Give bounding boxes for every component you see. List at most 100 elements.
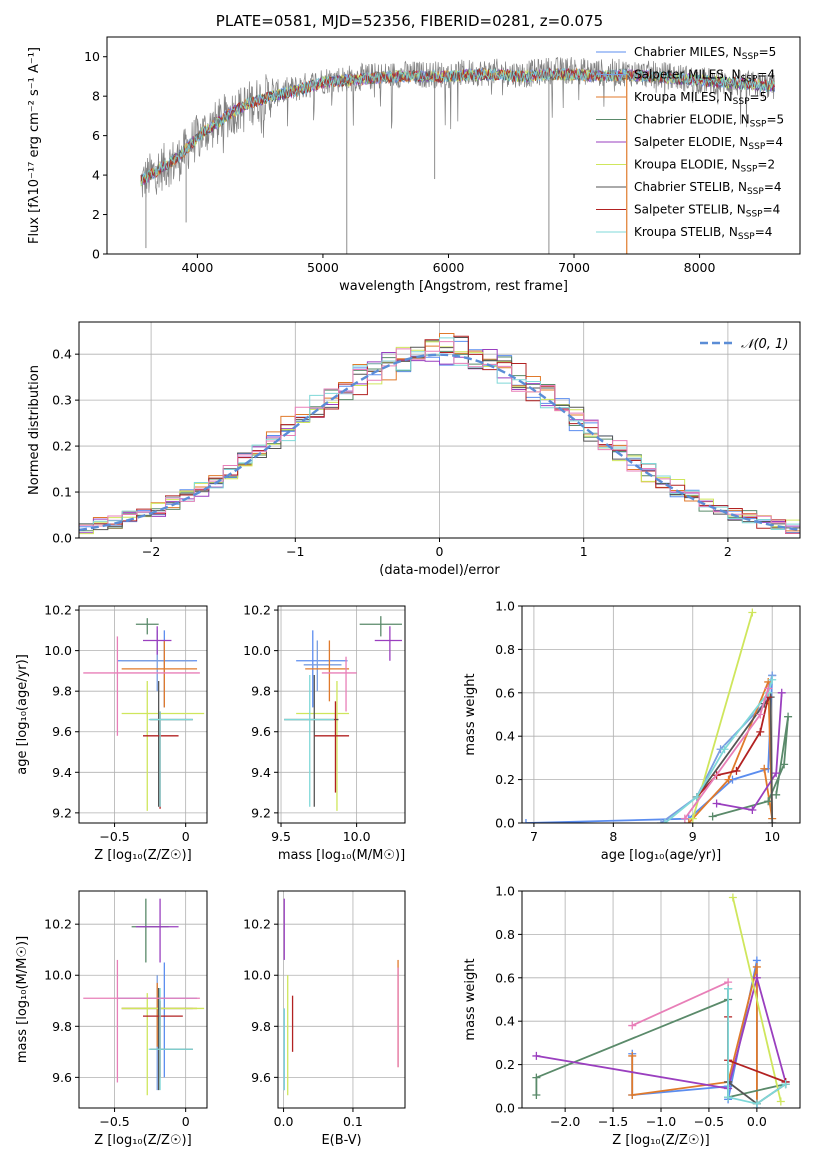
- legend-count: =5: [750, 90, 768, 104]
- y-tick-label: 4: [92, 168, 100, 183]
- x-tick-label: 9.5: [271, 829, 291, 844]
- x-tick-label: 0: [436, 544, 444, 559]
- weight-line-8: [631, 981, 729, 1027]
- x-axis-label: E(B-V): [321, 1133, 361, 1148]
- weight-line-7: [727, 988, 787, 1105]
- legend-entry: Salpeter MILES, NSSP=4: [634, 68, 775, 85]
- model-spectrum-5: [140, 68, 775, 187]
- y-tick-label: 9.6: [52, 1070, 72, 1085]
- x-axis-label: Z [log₁₀(Z/Z☉)]: [612, 1133, 709, 1148]
- weight-marker: [748, 805, 757, 814]
- legend-count: =5: [766, 113, 784, 127]
- x-tick-label: −0.5: [99, 1114, 129, 1129]
- x-tick-label: 1: [580, 544, 588, 559]
- y-tick-label: 0.6: [495, 970, 515, 985]
- age_vs_mass-axes: 9.5 10.0 9.2 9.4 9.6 9.8 10.0 10.2 mass [log₁₀(M…: [243, 603, 405, 863]
- legend-count: =4: [763, 203, 781, 217]
- legend-subscript: SSP: [746, 210, 763, 220]
- weight-marker: [660, 819, 669, 823]
- weight-marker: [724, 978, 733, 987]
- y-axis-label: mass [log₁₀(M/M☉)]: [15, 936, 30, 1063]
- legend-entry: Chabrier STELIB, NSSP=4: [634, 180, 782, 197]
- x-tick-label: 0: [182, 1114, 190, 1129]
- weight-marker: [772, 790, 781, 799]
- x-axis-label: wavelength [Angstrom, rest frame]: [339, 279, 568, 294]
- weight-marker: [532, 1090, 541, 1099]
- weight-marker: [712, 799, 721, 808]
- x-tick-label: −1.0: [646, 1114, 676, 1129]
- weight-marker: [756, 727, 765, 736]
- histogram-plot: [79, 332, 800, 535]
- weight-marker: [752, 1099, 761, 1108]
- x-axis-label: Z [log₁₀(Z/Z☉)]: [94, 1133, 191, 1148]
- y-tick-label: 0.0: [495, 816, 515, 831]
- weight-marker: [752, 962, 761, 971]
- weight-marker: [724, 775, 733, 784]
- weight-marker: [768, 675, 777, 684]
- y-tick-label: 9.2: [251, 805, 271, 820]
- mass_vs_Z-frame: [78, 890, 208, 1109]
- legend-subscript: SSP: [750, 120, 767, 130]
- y-axis-label: Flux [fλ10⁻¹⁷ erg cm⁻² s⁻¹ A⁻¹]: [27, 47, 42, 244]
- y-tick-label: 0.4: [495, 1014, 515, 1029]
- legend-subscript: SSP: [738, 232, 755, 242]
- y-axis-label: mass weight: [463, 958, 478, 1040]
- weight-marker: [768, 819, 777, 823]
- legend-count: =4: [765, 135, 783, 149]
- x-axis-label: mass [log₁₀(M/M☉)]: [278, 848, 405, 863]
- y-tick-label: 10: [84, 49, 100, 64]
- y-tick-label: 8: [92, 89, 100, 104]
- legend-subscript: SSP: [741, 75, 758, 85]
- weight-marker: [628, 1051, 637, 1060]
- x-tick-label: 10: [764, 829, 780, 844]
- residuals-frame: [78, 321, 801, 539]
- y-tick-label: 0.2: [495, 772, 515, 787]
- y-tick-label: 9.8: [52, 1019, 72, 1034]
- y-tick-label: 9.8: [251, 684, 271, 699]
- y-tick-label: 10.2: [243, 917, 271, 932]
- x-tick-label: 7: [530, 829, 538, 844]
- legend-subscript: SSP: [741, 165, 758, 175]
- spectrum-frame: [106, 36, 801, 255]
- y-tick-label: 10.0: [44, 968, 72, 983]
- y-tick-label: 10.2: [44, 603, 72, 618]
- weight_vs_Z-frame: [521, 890, 801, 1109]
- mass_vs_ebv-axes: 0.0 0.1 9.6 9.8 10.0 10.2 E(B-V): [243, 891, 405, 1148]
- y-tick-label: 1.0: [495, 884, 515, 899]
- gaussian-reference: [79, 353, 800, 532]
- mass_vs_Z-plot: [83, 898, 205, 1096]
- weight-marker: [688, 814, 697, 823]
- x-tick-label: 7000: [558, 260, 590, 275]
- weight-marker: [684, 819, 693, 823]
- x-tick-label: 4000: [181, 260, 213, 275]
- model-spectrum-8: [140, 67, 775, 186]
- x-axis-label: Z [log₁₀(Z/Z☉)]: [94, 848, 191, 863]
- x-tick-label: 8: [609, 829, 617, 844]
- legend-entry: Kroupa STELIB, NSSP=4: [634, 225, 772, 242]
- legend-entry: 𝒩(0, 1): [741, 337, 788, 352]
- mass_vs_ebv-frame: [277, 890, 406, 1109]
- legend-count: =4: [764, 180, 782, 194]
- y-tick-label: 0: [92, 247, 100, 262]
- weight-marker: [780, 760, 789, 769]
- spectrum-plot: [140, 56, 775, 254]
- mass_vs_Z-axes: −0.5 0 9.6 9.8 10.0 10.2 Z [log₁₀(Z/Z☉)] mass […: [15, 891, 207, 1148]
- y-tick-label: 10.2: [243, 603, 271, 618]
- x-axis-label: (data-model)/error: [379, 563, 500, 578]
- y-tick-label: 0.3: [52, 393, 72, 408]
- y-tick-label: 6: [92, 128, 100, 143]
- spectrum-legend: Chabrier MILES, NSSP=5 Salpeter MILES, NS…: [596, 45, 784, 242]
- y-tick-label: 0.0: [52, 531, 72, 546]
- weight-marker: [772, 769, 781, 778]
- figure-title: PLATE=0581, MJD=52356, FIBERID=0281, z=0…: [215, 12, 604, 30]
- weight-marker: [708, 812, 717, 821]
- weight-marker: [628, 1021, 637, 1030]
- x-tick-label: 5000: [307, 260, 339, 275]
- weight-marker: [522, 819, 530, 823]
- mass_vs_ebv-plot: [283, 898, 399, 1096]
- y-tick-label: 9.6: [251, 1070, 271, 1085]
- y-tick-label: 9.4: [52, 765, 72, 780]
- weight-marker: [752, 973, 761, 982]
- age_vs_Z-axes: −0.5 0 9.2 9.4 9.6 9.8 10.0 10.2 Z [log₁₀(Z/Z☉)]…: [15, 603, 207, 863]
